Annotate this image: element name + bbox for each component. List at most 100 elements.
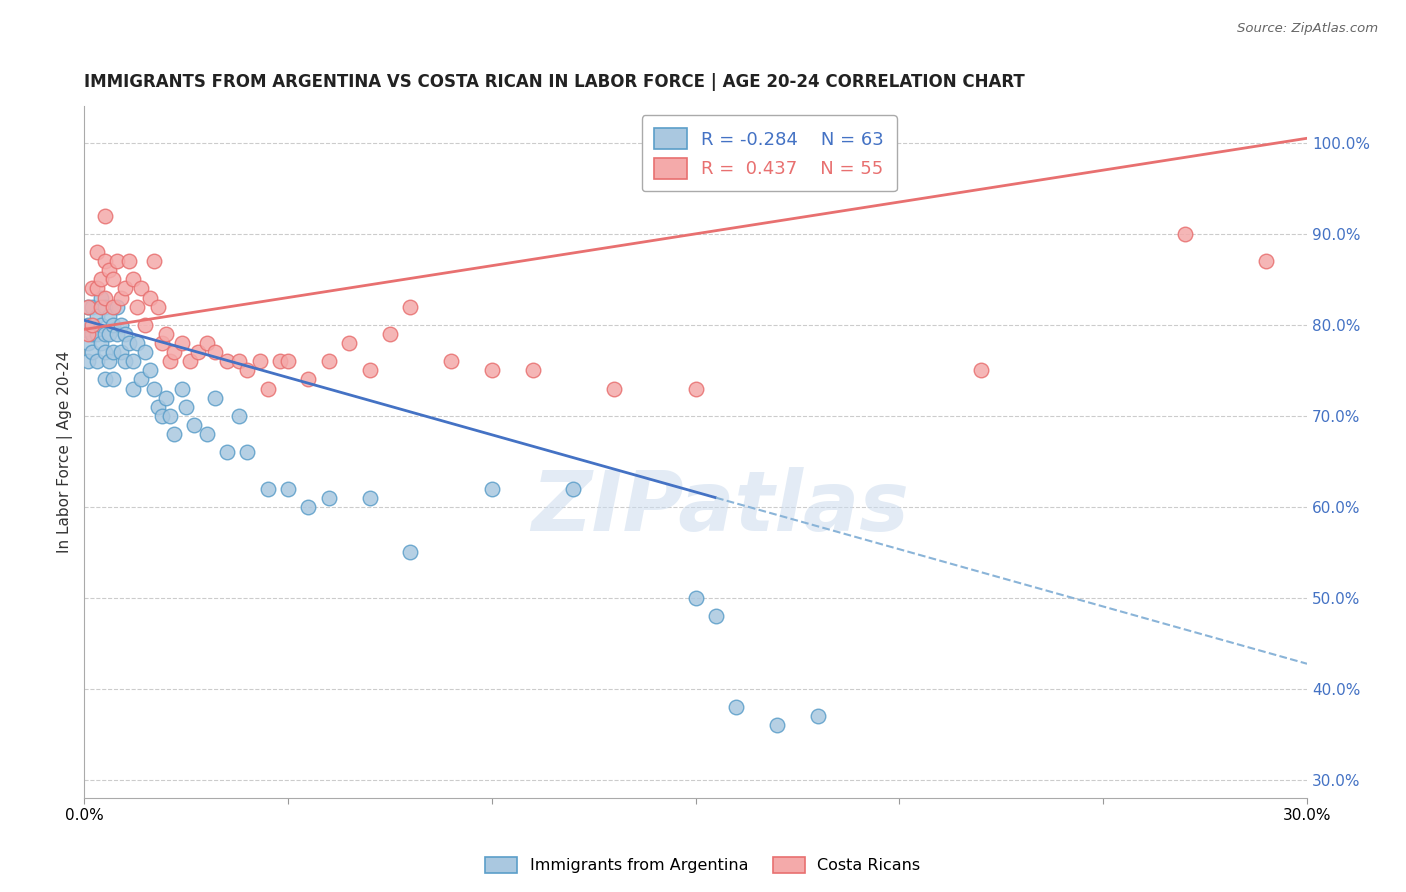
Point [90, 272, 112, 286]
Point [97, 354, 120, 368]
Point [101, 345, 124, 359]
Point [114, 281, 136, 295]
Point [256, 482, 278, 496]
Point [114, 326, 136, 341]
Point [105, 326, 128, 341]
Point [82, 318, 104, 332]
Point [146, 400, 169, 414]
Point [215, 354, 238, 368]
Point [970, 363, 993, 377]
Point [297, 500, 319, 514]
Point [77, 300, 100, 314]
Point [127, 336, 149, 351]
Point [249, 354, 271, 368]
Point [82, 326, 104, 341]
Point [522, 363, 544, 377]
Point [90, 318, 112, 332]
Point [228, 409, 250, 423]
Point [86, 281, 108, 295]
Point [359, 363, 381, 377]
Point [562, 482, 585, 496]
Point [195, 427, 218, 442]
Point [110, 318, 132, 332]
Point [114, 354, 136, 368]
Point [359, 491, 381, 505]
Point [725, 700, 748, 714]
Point [297, 372, 319, 386]
Point [131, 372, 153, 386]
Point [118, 336, 141, 351]
Point [172, 382, 194, 396]
Point [90, 336, 112, 351]
Point [93, 300, 115, 314]
Point [481, 482, 503, 496]
Point [150, 409, 173, 423]
Point [138, 291, 160, 305]
Point [105, 254, 128, 268]
Point [277, 482, 299, 496]
Point [766, 718, 789, 732]
Point [93, 254, 115, 268]
Point [86, 245, 108, 260]
Point [183, 417, 205, 432]
Point [134, 345, 156, 359]
Point [481, 363, 503, 377]
Text: IMMIGRANTS FROM ARGENTINA VS COSTA RICAN IN LABOR FORCE | AGE 20-24 CORRELATION : IMMIGRANTS FROM ARGENTINA VS COSTA RICAN… [84, 73, 1025, 91]
Point [138, 363, 160, 377]
Point [236, 445, 259, 459]
Point [93, 291, 115, 305]
Point [90, 300, 112, 314]
Point [146, 300, 169, 314]
Point [97, 309, 120, 323]
Point [82, 300, 104, 314]
Y-axis label: In Labor Force | Age 20-24: In Labor Force | Age 20-24 [58, 351, 73, 553]
Point [163, 427, 186, 442]
Point [122, 382, 145, 396]
Point [77, 300, 100, 314]
Point [163, 345, 186, 359]
Point [101, 318, 124, 332]
Point [93, 326, 115, 341]
Point [110, 345, 132, 359]
Point [155, 391, 177, 405]
Point [399, 545, 422, 559]
Point [101, 300, 124, 314]
Point [105, 300, 128, 314]
Point [82, 345, 104, 359]
Point [1256, 254, 1278, 268]
Point [101, 272, 124, 286]
Point [118, 254, 141, 268]
Point [77, 336, 100, 351]
Point [131, 281, 153, 295]
Point [97, 263, 120, 277]
Point [159, 409, 181, 423]
Point [704, 609, 727, 624]
Point [685, 382, 707, 396]
Point [97, 326, 120, 341]
Point [337, 336, 360, 351]
Point [236, 363, 259, 377]
Point [101, 372, 124, 386]
Point [603, 382, 626, 396]
Point [142, 254, 165, 268]
Point [90, 291, 112, 305]
Point [77, 318, 100, 332]
Point [155, 326, 177, 341]
Point [318, 491, 340, 505]
Legend: Immigrants from Argentina, Costa Ricans: Immigrants from Argentina, Costa Ricans [479, 850, 927, 880]
Legend: R = -0.284    N = 63, R =  0.437    N = 55: R = -0.284 N = 63, R = 0.437 N = 55 [641, 115, 897, 192]
Point [122, 354, 145, 368]
Point [122, 272, 145, 286]
Text: Source: ZipAtlas.com: Source: ZipAtlas.com [1237, 22, 1378, 36]
Point [215, 445, 238, 459]
Text: ZIPatlas: ZIPatlas [531, 467, 910, 548]
Point [318, 354, 340, 368]
Point [134, 318, 156, 332]
Point [86, 354, 108, 368]
Point [228, 354, 250, 368]
Point [807, 709, 830, 723]
Point [277, 354, 299, 368]
Point [93, 209, 115, 223]
Point [172, 336, 194, 351]
Point [195, 336, 218, 351]
